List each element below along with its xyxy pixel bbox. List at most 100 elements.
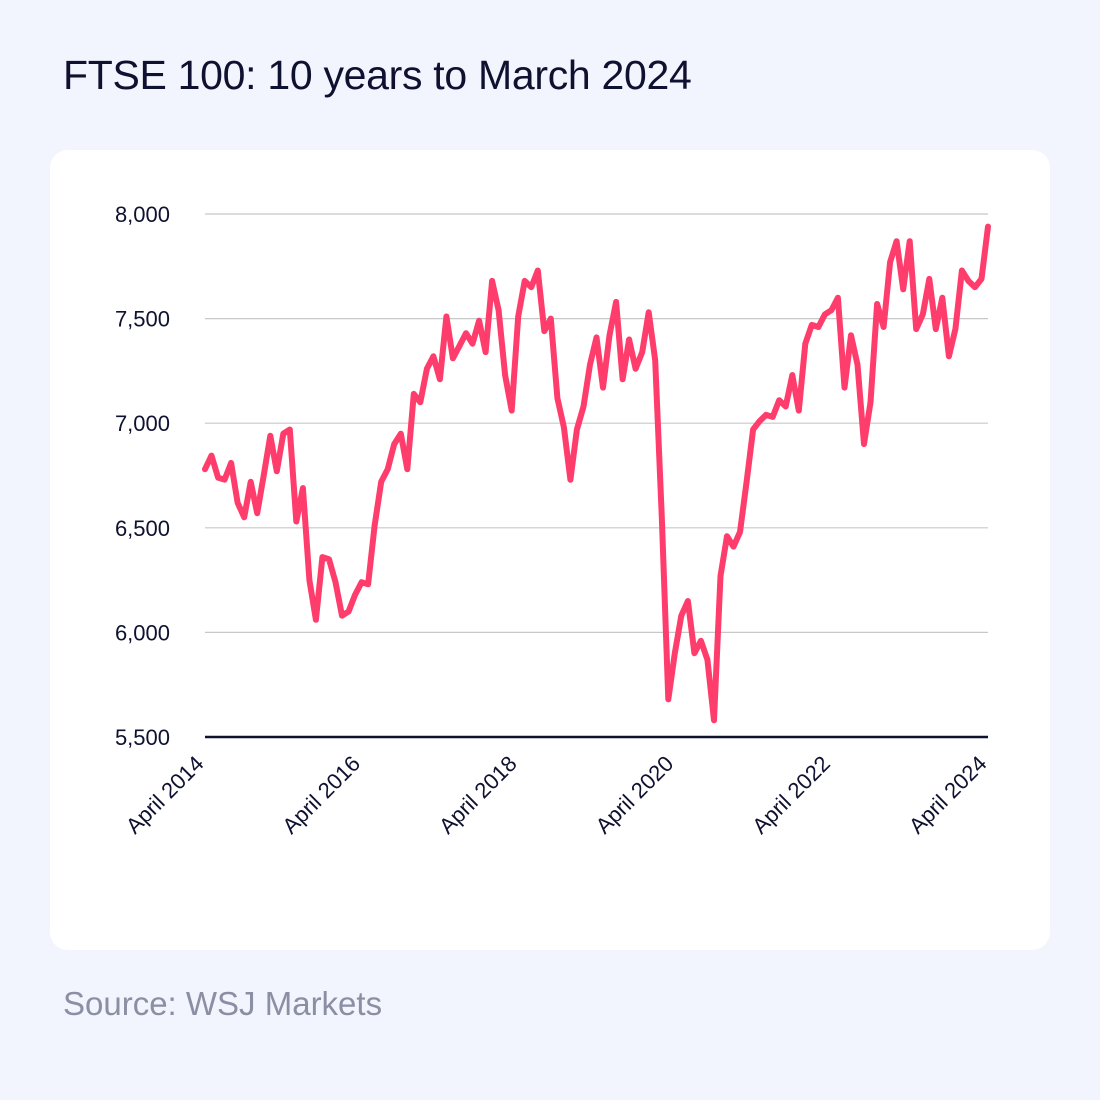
data-point [940, 295, 945, 300]
data-point [522, 278, 527, 283]
x-tick-label: April 2024 [904, 751, 992, 839]
data-point [862, 442, 866, 447]
data-point [581, 404, 586, 409]
data-point [392, 442, 397, 447]
data-point [561, 425, 566, 430]
data-point [986, 224, 990, 229]
data-point [229, 460, 234, 465]
data-point [248, 479, 253, 484]
data-point [959, 268, 964, 273]
data-point [738, 530, 742, 534]
data-point [835, 295, 840, 300]
data-point [411, 391, 416, 396]
x-tick-label: April 2014 [121, 751, 209, 839]
data-point [385, 467, 390, 472]
y-tick-label: 5,500 [115, 725, 170, 750]
data-point [698, 638, 703, 643]
data-point [653, 358, 658, 363]
data-point [255, 511, 260, 516]
data-point [705, 657, 710, 662]
data-point [751, 427, 756, 432]
data-point [261, 473, 266, 478]
y-tick-label: 7,000 [115, 411, 170, 436]
data-point [849, 333, 853, 338]
data-point [685, 599, 690, 603]
data-point [666, 697, 671, 702]
data-point [405, 467, 410, 472]
y-tick-label: 7,500 [115, 307, 170, 332]
data-point [679, 613, 684, 618]
data-point [457, 343, 462, 348]
data-point [809, 322, 814, 327]
data-point [242, 515, 247, 520]
data-point [548, 316, 553, 321]
data-point [359, 580, 364, 585]
data-point [607, 333, 612, 338]
data-point [568, 477, 573, 482]
data-point [757, 419, 762, 424]
data-point [620, 377, 625, 382]
data-point [300, 486, 305, 491]
data-point [868, 400, 873, 405]
data-point [496, 308, 501, 313]
data-point [333, 580, 338, 585]
data-point [842, 385, 847, 390]
data-point [320, 555, 325, 560]
data-point [313, 617, 318, 622]
data-point [927, 276, 932, 281]
data-point [796, 408, 801, 413]
ftse-series-line [202, 223, 991, 724]
data-point [464, 331, 468, 336]
data-point [418, 400, 423, 405]
data-point [398, 431, 403, 436]
x-tick-label: April 2016 [277, 751, 365, 839]
data-point [268, 433, 273, 438]
data-point [640, 350, 645, 355]
data-point [216, 475, 221, 480]
data-point [574, 427, 579, 432]
data-point [516, 314, 521, 319]
data-point [594, 335, 599, 340]
data-point [933, 327, 938, 332]
data-point [222, 477, 227, 482]
data-point [477, 318, 482, 323]
data-point [901, 287, 906, 292]
data-point [764, 412, 769, 417]
x-tick-label: April 2018 [434, 751, 522, 839]
data-point [973, 285, 977, 290]
data-point [907, 239, 912, 244]
data-point [979, 276, 984, 281]
data-point [307, 578, 312, 583]
data-point [601, 385, 605, 390]
data-point [816, 325, 821, 329]
data-point [353, 592, 358, 597]
source-note: Source: WSJ Markets [63, 985, 383, 1022]
data-point [822, 312, 827, 317]
data-point [875, 302, 880, 306]
data-point [803, 341, 808, 346]
data-point [346, 609, 351, 614]
data-point [881, 325, 886, 329]
data-point [431, 354, 436, 359]
data-point [770, 414, 775, 419]
data-point [777, 398, 782, 403]
data-point [672, 651, 677, 656]
data-point [450, 356, 455, 361]
data-point [379, 479, 384, 484]
data-point [509, 408, 514, 413]
data-point [203, 467, 207, 472]
data-point [588, 362, 592, 367]
data-point [483, 350, 488, 355]
data-point [444, 314, 449, 319]
data-point [503, 373, 508, 378]
data-point [744, 479, 749, 484]
data-point [894, 239, 899, 244]
data-point [542, 329, 547, 334]
data-point [490, 278, 495, 283]
data-point [790, 373, 795, 378]
data-point [281, 431, 286, 436]
data-point [372, 523, 377, 528]
data-point [946, 354, 951, 359]
data-point [294, 519, 299, 524]
